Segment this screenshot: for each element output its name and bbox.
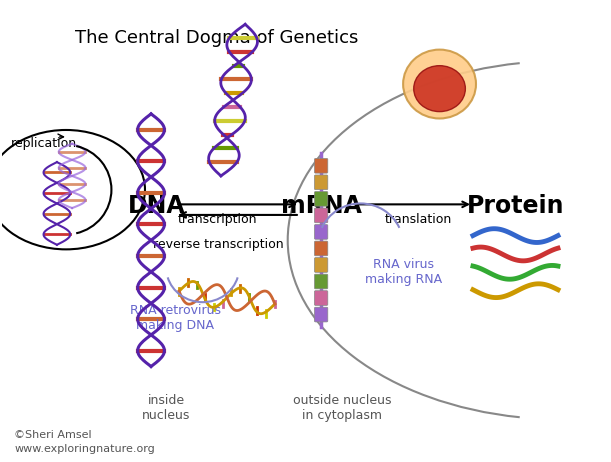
Text: translation: translation <box>385 213 452 226</box>
FancyBboxPatch shape <box>315 291 327 305</box>
Ellipse shape <box>403 49 476 118</box>
Text: replication: replication <box>10 137 76 150</box>
FancyBboxPatch shape <box>315 258 327 272</box>
FancyBboxPatch shape <box>315 307 327 322</box>
Text: inside
nucleus: inside nucleus <box>142 394 191 422</box>
Text: DNA: DNA <box>128 194 186 218</box>
Ellipse shape <box>414 66 466 112</box>
FancyBboxPatch shape <box>315 192 327 206</box>
Text: transcription: transcription <box>178 213 258 226</box>
FancyBboxPatch shape <box>315 241 327 256</box>
Text: RNA retrovirus
making DNA: RNA retrovirus making DNA <box>130 304 221 332</box>
Text: mRNA: mRNA <box>280 194 362 218</box>
Text: The Central Dogma of Genetics: The Central Dogma of Genetics <box>75 29 359 47</box>
Text: www.exploringnature.org: www.exploringnature.org <box>15 444 155 454</box>
Text: outside nucleus
in cytoplasm: outside nucleus in cytoplasm <box>293 394 392 422</box>
FancyBboxPatch shape <box>315 208 327 223</box>
FancyBboxPatch shape <box>315 225 327 239</box>
Text: RNA virus
making RNA: RNA virus making RNA <box>365 258 442 286</box>
Text: ©Sheri Amsel: ©Sheri Amsel <box>15 431 92 440</box>
FancyBboxPatch shape <box>315 274 327 289</box>
FancyBboxPatch shape <box>315 175 327 190</box>
Text: Protein: Protein <box>467 194 564 218</box>
Text: reverse transcription: reverse transcription <box>153 238 283 251</box>
FancyBboxPatch shape <box>315 158 327 173</box>
